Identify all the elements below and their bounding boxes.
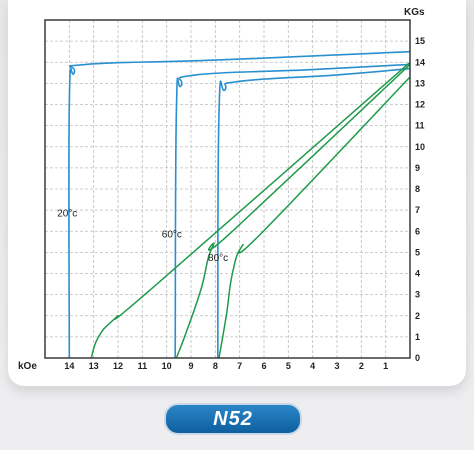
y-tick-label: 5 bbox=[415, 247, 420, 257]
x-tick-label: 1 bbox=[383, 361, 388, 371]
y-axis-label: KGs bbox=[404, 7, 425, 18]
x-tick-label: 9 bbox=[188, 361, 193, 371]
x-tick-label: 12 bbox=[113, 361, 123, 371]
normal-curve-4 bbox=[175, 63, 411, 359]
y-tick-label: 3 bbox=[415, 290, 420, 300]
tick-labels: 14 13 12 11 10 9 8 7 6 5 4 3 2 1012345678910111213141… bbox=[64, 36, 425, 371]
x-tick-label: 2 bbox=[359, 361, 364, 371]
intrinsic-curve-2 bbox=[217, 67, 411, 359]
y-tick-label: 6 bbox=[415, 226, 420, 236]
y-tick-label: 9 bbox=[415, 163, 420, 173]
y-tick-label: 14 bbox=[415, 57, 425, 67]
normal-curve-3 bbox=[90, 61, 411, 359]
y-tick-label: 4 bbox=[415, 269, 420, 279]
x-axis-label: kOe bbox=[18, 361, 37, 372]
series-label: 80°c bbox=[208, 253, 228, 264]
series-label: 20°c bbox=[57, 208, 77, 219]
series-labels: 20°c 60°c 80°c bbox=[57, 208, 228, 263]
y-tick-label: 0 bbox=[415, 353, 420, 363]
normal-curve-5 bbox=[218, 76, 411, 359]
curves bbox=[68, 50, 411, 359]
y-tick-label: 7 bbox=[415, 205, 420, 215]
intrinsic-curve-0 bbox=[68, 50, 411, 359]
y-tick-label: 10 bbox=[415, 142, 425, 152]
x-tick-label: 4 bbox=[310, 361, 315, 371]
series-label: 60°c bbox=[162, 230, 182, 241]
x-tick-label: 5 bbox=[286, 361, 291, 371]
grade-badge: N52 bbox=[164, 403, 302, 435]
x-tick-label: 8 bbox=[213, 361, 218, 371]
y-tick-label: 2 bbox=[415, 311, 420, 321]
y-tick-label: 8 bbox=[415, 184, 420, 194]
y-tick-label: 15 bbox=[415, 36, 425, 46]
x-tick-label: 10 bbox=[162, 361, 172, 371]
y-tick-label: 1 bbox=[415, 332, 420, 342]
x-tick-label: 6 bbox=[261, 361, 266, 371]
y-tick-label: 12 bbox=[415, 100, 425, 110]
x-tick-label: 11 bbox=[138, 361, 148, 371]
x-tick-label: 7 bbox=[237, 361, 242, 371]
x-tick-label: 3 bbox=[334, 361, 339, 371]
x-tick-label: 14 bbox=[64, 361, 74, 371]
x-tick-label: 13 bbox=[89, 361, 99, 371]
y-tick-label: 13 bbox=[415, 78, 425, 88]
y-tick-label: 11 bbox=[415, 121, 425, 131]
intrinsic-curve-1 bbox=[174, 63, 411, 359]
plot-frame bbox=[44, 19, 411, 359]
